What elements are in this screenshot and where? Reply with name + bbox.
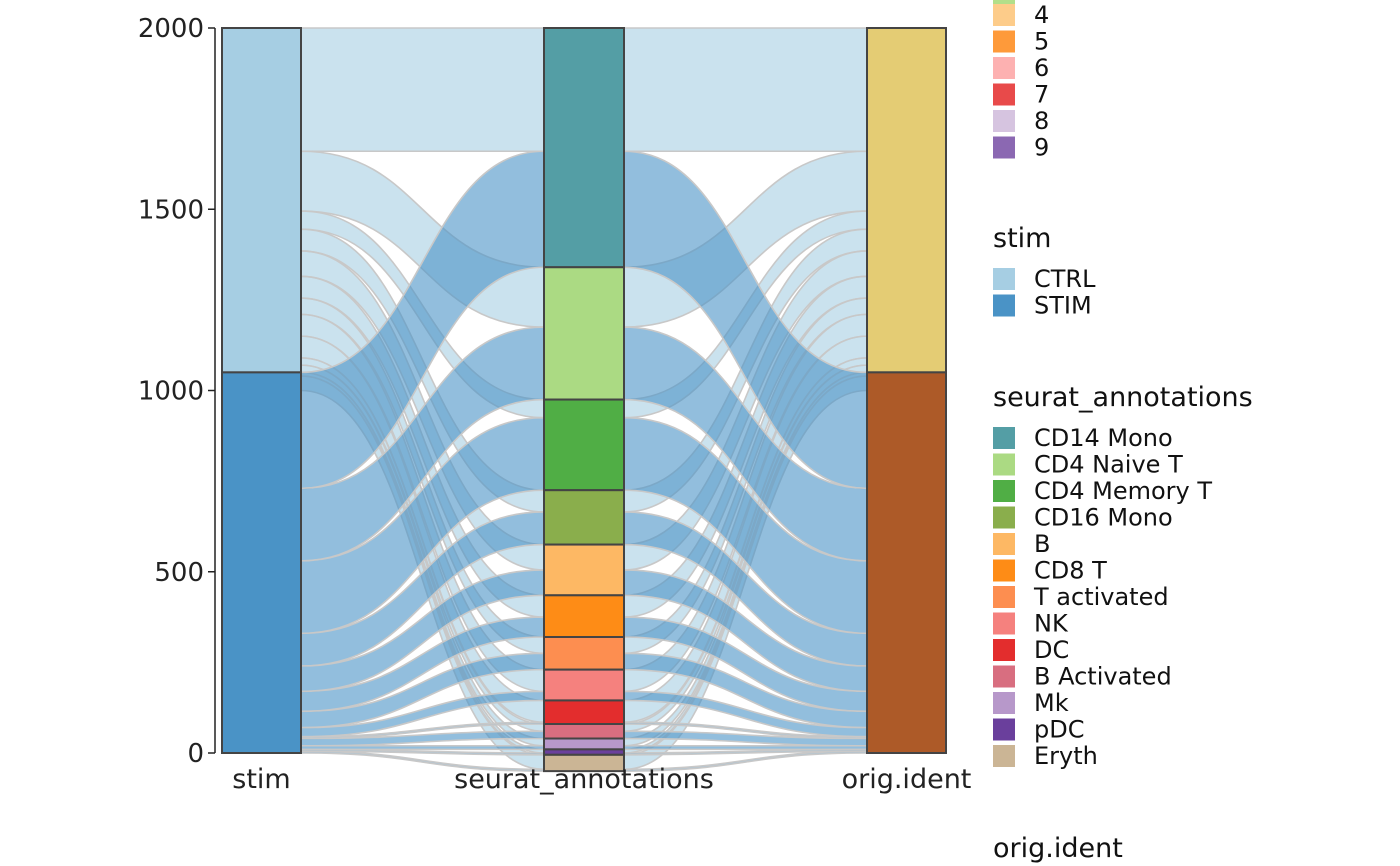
x-axis: stim seurat_annotations orig.ident — [232, 764, 971, 795]
flow-orig-cd14-mono-ctrl — [623, 27, 868, 153]
legend-ann-swatch-t-activated — [993, 586, 1015, 608]
legend-partial-label-7: 7 — [1034, 81, 1049, 109]
legend-partial-label-6: 6 — [1034, 54, 1049, 82]
legend-ann-label-cd14-mono: CD14 Mono — [1034, 424, 1173, 452]
legend-ann-swatch-cd4-memory-t — [993, 480, 1015, 502]
y-tick-label-1500: 1500 — [138, 195, 204, 225]
legend-ann-swatch-mk — [993, 692, 1015, 714]
legend-partial-swatch-8 — [993, 110, 1015, 132]
legend-ann-label-pdc: pDC — [1034, 716, 1084, 744]
legend-ann-swatch-b-activated — [993, 665, 1015, 688]
y-tick-label-500: 500 — [154, 558, 204, 588]
legend-ann-label-eryth: Eryth — [1034, 742, 1098, 770]
legend-ann-swatch-cd8-t — [993, 559, 1015, 582]
legend-ann-label-cd4-memory-t: CD4 Memory T — [1034, 477, 1212, 505]
legend-ann-label-t-activated: T activated — [1033, 583, 1169, 611]
stratum-ann-cd8-t — [543, 594, 625, 638]
legend-partial-swatch-4 — [993, 4, 1015, 26]
legend-ann-label-b: B — [1034, 530, 1050, 558]
legend-partial-swatch-9 — [993, 136, 1015, 159]
legend-ann-swatch-cd14-mono — [993, 427, 1015, 449]
legend-stim-label-stim: STIM — [1034, 292, 1092, 320]
legend-ann-swatch-cd4-naive-t — [993, 453, 1015, 476]
legend-partial-swatch-7 — [993, 83, 1015, 106]
legend-ann-label-cd8-t: CD8 T — [1034, 557, 1107, 585]
legend-partial-swatch-cut — [993, 0, 1015, 4]
legend-ann-swatch-nk — [993, 612, 1015, 635]
stratum-stim-ctrl — [221, 27, 302, 374]
legend-stim-swatch-stim — [993, 294, 1015, 317]
legend-partial-label-5: 5 — [1034, 28, 1049, 56]
strata-layer — [221, 27, 947, 773]
x-axis-label-stim: stim — [232, 764, 290, 795]
stratum-ann-cd16-mono — [543, 489, 625, 546]
legend-partial-swatch-5 — [993, 30, 1015, 53]
flow-layer — [300, 27, 868, 772]
stratum-ann-nk — [543, 668, 625, 702]
legend-ann-swatch-dc — [993, 639, 1015, 661]
legend-stim-title: stim — [993, 223, 1051, 254]
legend-ann-label-cd4-naive-t: CD4 Naive T — [1034, 451, 1183, 479]
legend-partial-label-8: 8 — [1034, 107, 1049, 135]
y-tick-label-1000: 1000 — [138, 377, 204, 407]
legend-ann-label-nk: NK — [1034, 610, 1069, 638]
legend-stim-label-ctrl: CTRL — [1034, 265, 1096, 293]
stratum-ann-cd14-mono — [543, 27, 625, 269]
stratum-ann-eryth — [543, 753, 625, 773]
legend-ann-swatch-pdc — [993, 718, 1015, 741]
y-tick-label-2000: 2000 — [138, 14, 204, 44]
legend-orig-title: orig.ident — [993, 833, 1123, 864]
legend-ann-swatch-cd16-mono — [993, 506, 1015, 529]
legend-ann-swatch-eryth — [993, 745, 1015, 767]
legend-ann-label-dc: DC — [1034, 636, 1069, 664]
stratum-stim-stim — [221, 371, 302, 754]
legend-ann-swatch-b — [993, 533, 1015, 555]
y-axis: 0 500 1000 1500 2000 — [138, 14, 216, 769]
legend-partial-swatch-6 — [993, 57, 1015, 79]
y-tick-label-0: 0 — [187, 739, 204, 769]
stratum-ann-dc — [543, 699, 625, 725]
stratum-orig-stim — [866, 371, 947, 754]
legend-ann-title: seurat_annotations — [993, 382, 1253, 413]
legend-partial-label-4: 4 — [1034, 1, 1049, 29]
x-axis-label-orig-ident: orig.ident — [842, 764, 972, 795]
stratum-ann-t-activated — [543, 636, 625, 671]
stratum-orig-ctrl — [866, 27, 947, 374]
stratum-ann-cd4-memory-t — [543, 398, 625, 492]
stratum-ann-b-activated — [543, 723, 625, 740]
stratum-ann-b — [543, 543, 625, 597]
x-axis-label-seurat-annotations: seurat_annotations — [454, 764, 714, 795]
stratum-ann-mk — [543, 737, 625, 751]
legend-partial-label-9: 9 — [1034, 134, 1049, 162]
legend-ann-label-b-activated: B Activated — [1034, 663, 1172, 691]
legend-ann-label-mk: Mk — [1034, 689, 1069, 717]
legend-stim-swatch-ctrl — [993, 268, 1015, 290]
flow-stim-cd14-mono-ctrl — [300, 27, 545, 153]
stratum-ann-cd4-naive-t — [543, 266, 625, 401]
legend-ann-label-cd16-mono: CD16 Mono — [1034, 504, 1173, 532]
